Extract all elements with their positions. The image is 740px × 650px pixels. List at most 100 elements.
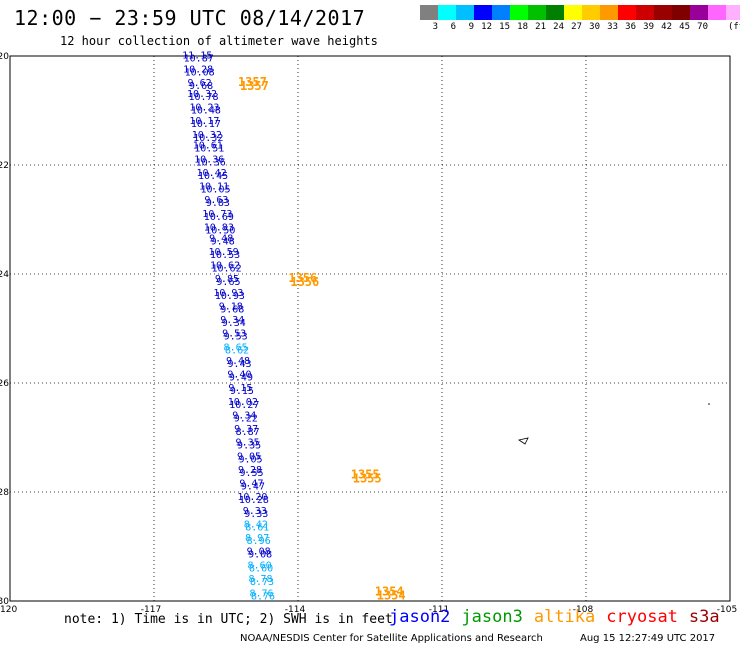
swh-value: 10.42 [197, 168, 227, 179]
swh-value: 10.45 [198, 171, 228, 182]
swh-value: 10.62 [211, 264, 241, 275]
latitude-tick-label: -30 [0, 597, 9, 607]
swh-value: 9.33 [243, 506, 267, 517]
swh-value: 9.15 [230, 386, 254, 397]
swh-value: 10.32 [193, 133, 223, 144]
swh-value: 10.93 [215, 291, 245, 302]
color-scale-labels: 3 6 9 12 15 18 21 24 27 30 33 36 39 42 45 70 [420, 22, 740, 32]
swh-value: 10.32 [192, 130, 222, 141]
color-scale-label: 6 [450, 22, 456, 32]
color-scale-unit: (ft) [728, 22, 740, 32]
longitude-tick-label: -120 [0, 605, 17, 615]
satellite-legend-jason3: jason3 [461, 607, 523, 627]
color-scale-label: 45 [679, 22, 690, 32]
swh-value: 9.47 [239, 479, 263, 490]
color-swatch [708, 5, 726, 20]
pass-number-label: 1355 [353, 471, 382, 485]
color-swatch [672, 5, 690, 20]
swh-value: 10.27 [229, 400, 259, 411]
color-scale-label: 24 [553, 22, 564, 32]
swh-value: 9.08 [247, 547, 271, 558]
swh-value: 9.43 [227, 359, 251, 370]
swh-value: 10.59 [209, 247, 239, 258]
map-title: 12:00 − 23:59 UTC 08/14/2017 [14, 6, 366, 30]
swh-value: 9.35 [236, 438, 260, 449]
swh-value: 9.34 [232, 410, 256, 421]
swh-value: 10.20 [237, 492, 267, 503]
color-swatch [726, 5, 740, 20]
swh-value: 9.85 [215, 274, 239, 285]
color-swatch [690, 5, 708, 20]
swh-value: 8.65 [224, 342, 248, 353]
island-outline [517, 437, 529, 445]
swh-value: 8.96 [247, 536, 271, 547]
swh-value: 10.17 [189, 116, 219, 127]
swh-value: 8.60 [248, 560, 272, 571]
swh-value: 10.32 [187, 89, 217, 100]
satellite-legend-cryosat: cryosat [606, 607, 678, 627]
swh-value: 9.37 [234, 424, 258, 435]
swh-value: 10.61 [193, 141, 223, 152]
pass-number-label: 1356 [290, 275, 319, 289]
color-scale-label: 21 [535, 22, 546, 32]
generation-timestamp: Aug 15 12:27:49 UTC 2017 [580, 633, 716, 644]
swh-value: 10.08 [185, 67, 215, 78]
swh-value: 8.78 [249, 574, 273, 585]
swh-value: 10.83 [204, 222, 234, 233]
swh-value: 9.49 [229, 373, 253, 384]
pass-number-label: 1354 [375, 585, 404, 599]
swh-value: 10.17 [191, 119, 221, 130]
swh-value: 10.51 [194, 144, 224, 155]
latitude-tick-label: -26 [0, 379, 9, 389]
swh-value: 9.08 [248, 550, 272, 561]
swh-value: 9.34 [222, 318, 246, 329]
color-swatch [582, 5, 600, 20]
swh-value: 9.48 [211, 236, 235, 247]
color-swatch [528, 5, 546, 20]
units-note: note: 1) Time is in UTC; 2) SWH is in fe… [64, 612, 393, 627]
color-scale-label: 39 [643, 22, 654, 32]
color-swatch [510, 5, 528, 20]
swh-value: 9.62 [188, 78, 212, 89]
credit-line: NOAA/NESDIS Center for Satellite Applica… [240, 633, 543, 644]
swh-value: 10.28 [183, 64, 213, 75]
color-scale-label: 27 [571, 22, 582, 32]
color-swatch [420, 5, 438, 20]
swh-value: 9.63 [204, 195, 228, 206]
satellite-legend-s3a: s3a [688, 607, 720, 627]
swh-value: 10.78 [188, 92, 218, 103]
swh-value: 9.48 [226, 356, 250, 367]
satellite-legend-altika: altika [533, 607, 596, 627]
swh-value: 8.42 [244, 519, 268, 530]
latitude-tick-label: -28 [0, 488, 9, 498]
swh-value: 9.22 [234, 413, 258, 424]
color-swatch [636, 5, 654, 20]
color-scale-label: 18 [517, 22, 528, 32]
swh-value: 9.15 [228, 383, 252, 394]
color-swatch [474, 5, 492, 20]
swh-value: 9.35 [237, 441, 261, 452]
color-swatch [654, 5, 672, 20]
color-swatch [564, 5, 582, 20]
swh-value: 10.87 [184, 54, 214, 65]
pass-number-label: 1354 [377, 589, 406, 603]
pass-number-label: 1356 [288, 271, 317, 285]
swh-value: 8.62 [225, 345, 249, 356]
swh-value: 10.73 [202, 209, 232, 220]
swh-value: 10.50 [205, 225, 235, 236]
color-scale-label: 33 [607, 22, 618, 32]
swh-value: 9.28 [238, 465, 262, 476]
swh-value: 8.60 [249, 563, 273, 574]
swh-value: 9.40 [227, 370, 251, 381]
swh-value: 9.68 [220, 304, 244, 315]
swh-value: 8.73 [250, 577, 274, 588]
swh-value: 9.34 [220, 315, 244, 326]
swh-value: 9.18 [219, 301, 243, 312]
pass-number-label: 1355 [351, 467, 380, 481]
color-scale-label: 42 [661, 22, 672, 32]
color-scale-label: 36 [625, 22, 636, 32]
swh-value: 9.68 [189, 81, 213, 92]
swh-value: 9.83 [206, 198, 230, 209]
